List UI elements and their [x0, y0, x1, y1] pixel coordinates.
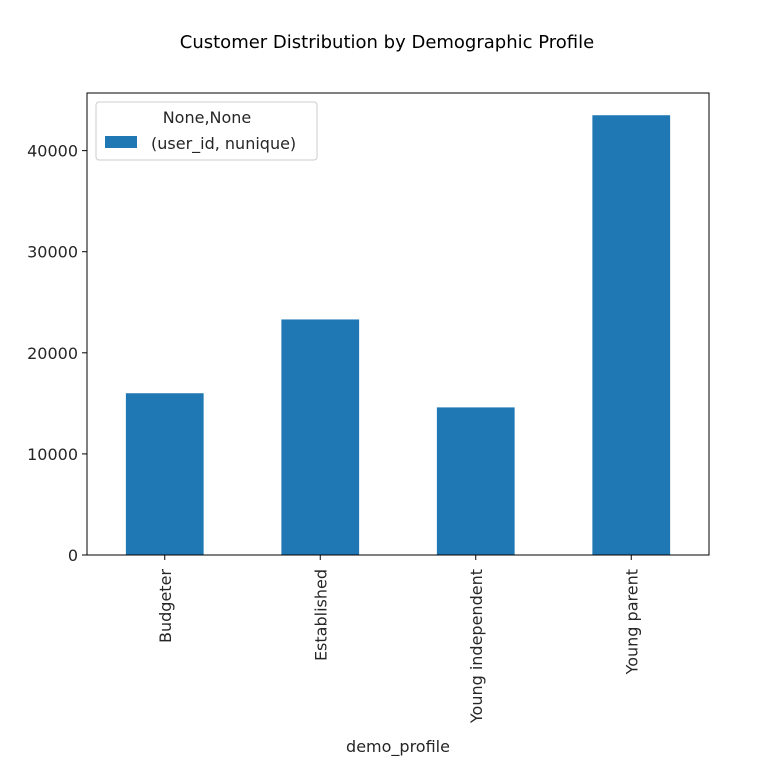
y-tick-label-2: 20000	[27, 344, 78, 363]
bar-3	[592, 115, 671, 556]
bar-0	[125, 393, 204, 555]
bars-group	[125, 115, 671, 556]
y-tick-label-3: 30000	[27, 243, 78, 262]
x-tick-label-0: Budgeter	[156, 569, 175, 643]
x-axis-label: demo_profile	[346, 737, 450, 757]
chart-title: Customer Distribution by Demographic Pro…	[179, 32, 595, 53]
legend-title: None,None	[163, 108, 252, 127]
plot-frame	[86, 92, 710, 556]
bar-1	[281, 319, 360, 555]
y-tick-label-0: 0	[68, 546, 78, 565]
legend-swatch	[105, 136, 137, 148]
legend-label: (user_id, nunique)	[151, 134, 296, 154]
y-axis: 0 10000 20000 30000 40000	[27, 142, 87, 565]
x-tick-label-1: Established	[311, 569, 330, 661]
legend: None,None (user_id, nunique)	[95, 101, 318, 161]
y-tick-label-4: 40000	[27, 142, 78, 161]
x-axis: Budgeter Established Young independent Youn…	[156, 555, 641, 724]
x-tick-label-3: Young parent	[622, 569, 641, 675]
x-tick-label-2: Young independent	[467, 569, 486, 724]
legend-box	[95, 101, 318, 161]
bar-2	[436, 407, 515, 555]
y-tick-label-1: 10000	[27, 445, 78, 464]
